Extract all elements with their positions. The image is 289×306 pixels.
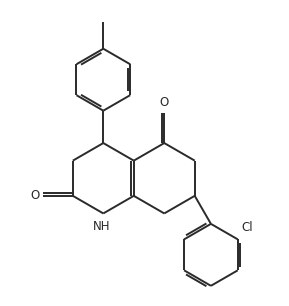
Text: Cl: Cl — [241, 221, 253, 234]
Text: O: O — [30, 189, 39, 202]
Text: NH: NH — [93, 220, 110, 233]
Text: O: O — [160, 96, 169, 110]
